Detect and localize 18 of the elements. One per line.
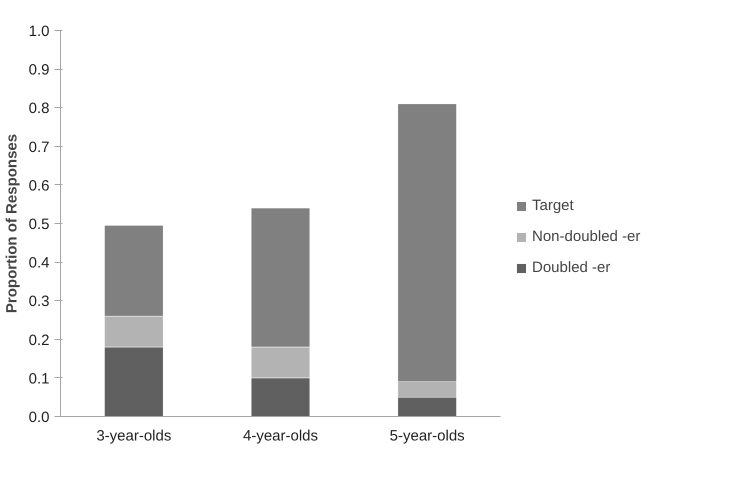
y-tick-label: 0.5: [28, 216, 50, 233]
y-tick-label: 0.9: [28, 62, 50, 79]
y-tick-label: 0.1: [28, 370, 50, 388]
x-tick-label: 5-year-olds: [390, 428, 465, 444]
x-tick-label: 3-year-olds: [96, 428, 172, 444]
x-tick-label: 4-year-olds: [242, 428, 318, 444]
y-tick-label: 0.3: [28, 293, 50, 310]
y-tick-label: 0.0: [28, 409, 50, 426]
y-tick-label: 1.0: [28, 23, 50, 40]
y-tick-label: 0.7: [28, 138, 50, 156]
y-tick-label: 0.2: [28, 332, 50, 349]
y-tick-label: 0.6: [28, 177, 50, 194]
legend-label: Doubled -er: [532, 259, 610, 276]
y-axis-title: Proportion of Responses: [4, 134, 21, 314]
y-tick-label: 0.8: [28, 100, 50, 118]
legend-label: Target: [532, 197, 574, 214]
legend-label: Non-doubled -er: [532, 228, 640, 245]
y-tick-label: 0.4: [28, 254, 50, 272]
